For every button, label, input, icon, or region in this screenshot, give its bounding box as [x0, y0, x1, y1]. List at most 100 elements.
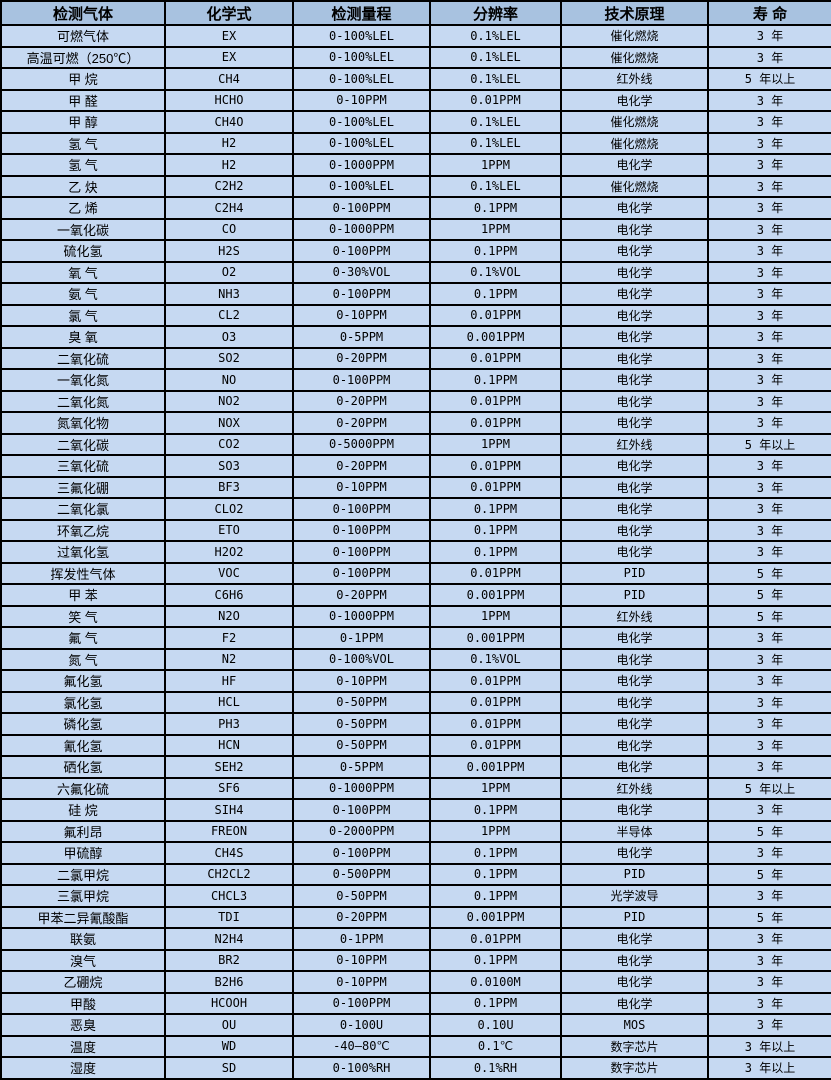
column-header-range: 检测量程 — [292, 0, 431, 26]
cell-formula: CHCL3 — [164, 884, 294, 908]
cell-formula: EX — [164, 24, 294, 48]
cell-range: 0-100PPM — [292, 497, 431, 521]
cell-principle: 电化学 — [560, 948, 709, 972]
cell-resolution: 0.1PPM — [429, 497, 562, 521]
cell-formula: CO2 — [164, 432, 294, 456]
cell-range: 0-1000PPM — [292, 604, 431, 628]
cell-lifespan: 3 年 — [707, 712, 831, 736]
cell-formula: HCN — [164, 733, 294, 757]
cell-resolution: 0.01PPM — [429, 346, 562, 370]
cell-lifespan: 3 年 — [707, 110, 831, 134]
cell-gas: 氟 气 — [0, 626, 166, 650]
cell-principle: 电化学 — [560, 475, 709, 499]
cell-lifespan: 5 年 — [707, 862, 831, 886]
cell-formula: O2 — [164, 260, 294, 284]
cell-gas: 恶臭 — [0, 1013, 166, 1037]
cell-resolution: 0.01PPM — [429, 454, 562, 478]
table-row: 氯化氢 HCL 0-50PPM 0.01PPM 电化学 3 年 — [0, 690, 831, 714]
cell-range: 0-100PPM — [292, 282, 431, 306]
cell-range: 0-100%LEL — [292, 131, 431, 155]
table-row: 湿度 SD 0-100%RH 0.1%RH 数字芯片 3 年以上 — [0, 1056, 831, 1080]
cell-range: 0-50PPM — [292, 690, 431, 714]
cell-principle: 红外线 — [560, 432, 709, 456]
cell-formula: EX — [164, 45, 294, 69]
cell-formula: CLO2 — [164, 497, 294, 521]
cell-resolution: 0.1PPM — [429, 884, 562, 908]
cell-range: 0-100PPM — [292, 561, 431, 585]
cell-range: 0-100PPM — [292, 991, 431, 1015]
cell-lifespan: 5 年以上 — [707, 776, 831, 800]
cell-resolution: 0.1PPM — [429, 518, 562, 542]
table-row: 甲 醇 CH4O 0-100%LEL 0.1%LEL 催化燃烧 3 年 — [0, 110, 831, 134]
cell-gas: 甲酸 — [0, 991, 166, 1015]
cell-resolution: 0.1%LEL — [429, 110, 562, 134]
cell-lifespan: 3 年以上 — [707, 1056, 831, 1080]
cell-range: 0-100U — [292, 1013, 431, 1037]
cell-principle: 电化学 — [560, 260, 709, 284]
cell-range: 0-10PPM — [292, 669, 431, 693]
table-row: 温度 WD -40—80℃ 0.1℃ 数字芯片 3 年以上 — [0, 1034, 831, 1058]
cell-range: -40—80℃ — [292, 1034, 431, 1058]
cell-gas: 臭 氧 — [0, 325, 166, 349]
cell-formula: C2H2 — [164, 174, 294, 198]
cell-formula: HCHO — [164, 88, 294, 112]
table-row: 甲硫醇 CH4S 0-100PPM 0.1PPM 电化学 3 年 — [0, 841, 831, 865]
cell-resolution: 0.001PPM — [429, 755, 562, 779]
cell-principle: 红外线 — [560, 776, 709, 800]
cell-resolution: 0.1%LEL — [429, 45, 562, 69]
cell-lifespan: 3 年 — [707, 669, 831, 693]
table-row: 氨 气 NH3 0-100PPM 0.1PPM 电化学 3 年 — [0, 282, 831, 306]
cell-resolution: 0.01PPM — [429, 411, 562, 435]
cell-range: 0-20PPM — [292, 346, 431, 370]
cell-principle: 红外线 — [560, 67, 709, 91]
cell-range: 0-50PPM — [292, 884, 431, 908]
table-row: 恶臭 OU 0-100U 0.10U MOS 3 年 — [0, 1013, 831, 1037]
cell-lifespan: 3 年 — [707, 518, 831, 542]
cell-range: 0-10PPM — [292, 475, 431, 499]
cell-range: 0-1PPM — [292, 626, 431, 650]
cell-gas: 乙 烯 — [0, 196, 166, 220]
cell-lifespan: 3 年 — [707, 647, 831, 671]
cell-gas: 温度 — [0, 1034, 166, 1058]
cell-lifespan: 3 年 — [707, 389, 831, 413]
cell-formula: C6H6 — [164, 583, 294, 607]
cell-principle: 电化学 — [560, 927, 709, 951]
cell-range: 0-20PPM — [292, 389, 431, 413]
cell-principle: 电化学 — [560, 282, 709, 306]
cell-lifespan: 5 年 — [707, 905, 831, 929]
cell-formula: H2 — [164, 131, 294, 155]
cell-lifespan: 3 年 — [707, 260, 831, 284]
cell-formula: CO — [164, 217, 294, 241]
cell-gas: 环氧乙烷 — [0, 518, 166, 542]
cell-gas: 氢 气 — [0, 153, 166, 177]
cell-lifespan: 3 年 — [707, 948, 831, 972]
cell-range: 0-20PPM — [292, 905, 431, 929]
cell-gas: 甲硫醇 — [0, 841, 166, 865]
cell-resolution: 0.01PPM — [429, 303, 562, 327]
cell-range: 0-100%LEL — [292, 110, 431, 134]
cell-resolution: 0.01PPM — [429, 927, 562, 951]
cell-lifespan: 3 年 — [707, 303, 831, 327]
cell-lifespan: 3 年 — [707, 733, 831, 757]
cell-resolution: 1PPM — [429, 153, 562, 177]
cell-gas: 氢 气 — [0, 131, 166, 155]
cell-gas: 氮 气 — [0, 647, 166, 671]
cell-lifespan: 5 年以上 — [707, 432, 831, 456]
cell-gas: 氰化氢 — [0, 733, 166, 757]
cell-gas: 甲 烷 — [0, 67, 166, 91]
cell-gas: 氧 气 — [0, 260, 166, 284]
cell-gas: 乙硼烷 — [0, 970, 166, 994]
cell-principle: 电化学 — [560, 389, 709, 413]
table-row: 高温可燃（250℃） EX 0-100%LEL 0.1%LEL 催化燃烧 3 年 — [0, 45, 831, 69]
cell-gas: 甲 醛 — [0, 88, 166, 112]
cell-formula: SIH4 — [164, 798, 294, 822]
cell-gas: 硅 烷 — [0, 798, 166, 822]
cell-range: 0-100%VOL — [292, 647, 431, 671]
cell-resolution: 0.1PPM — [429, 948, 562, 972]
cell-gas: 乙 炔 — [0, 174, 166, 198]
table-row: 氢 气 H2 0-1000PPM 1PPM 电化学 3 年 — [0, 153, 831, 177]
cell-range: 0-100PPM — [292, 540, 431, 564]
cell-formula: SO3 — [164, 454, 294, 478]
table-row: 硒化氢 SEH2 0-5PPM 0.001PPM 电化学 3 年 — [0, 755, 831, 779]
cell-resolution: 0.1PPM — [429, 282, 562, 306]
